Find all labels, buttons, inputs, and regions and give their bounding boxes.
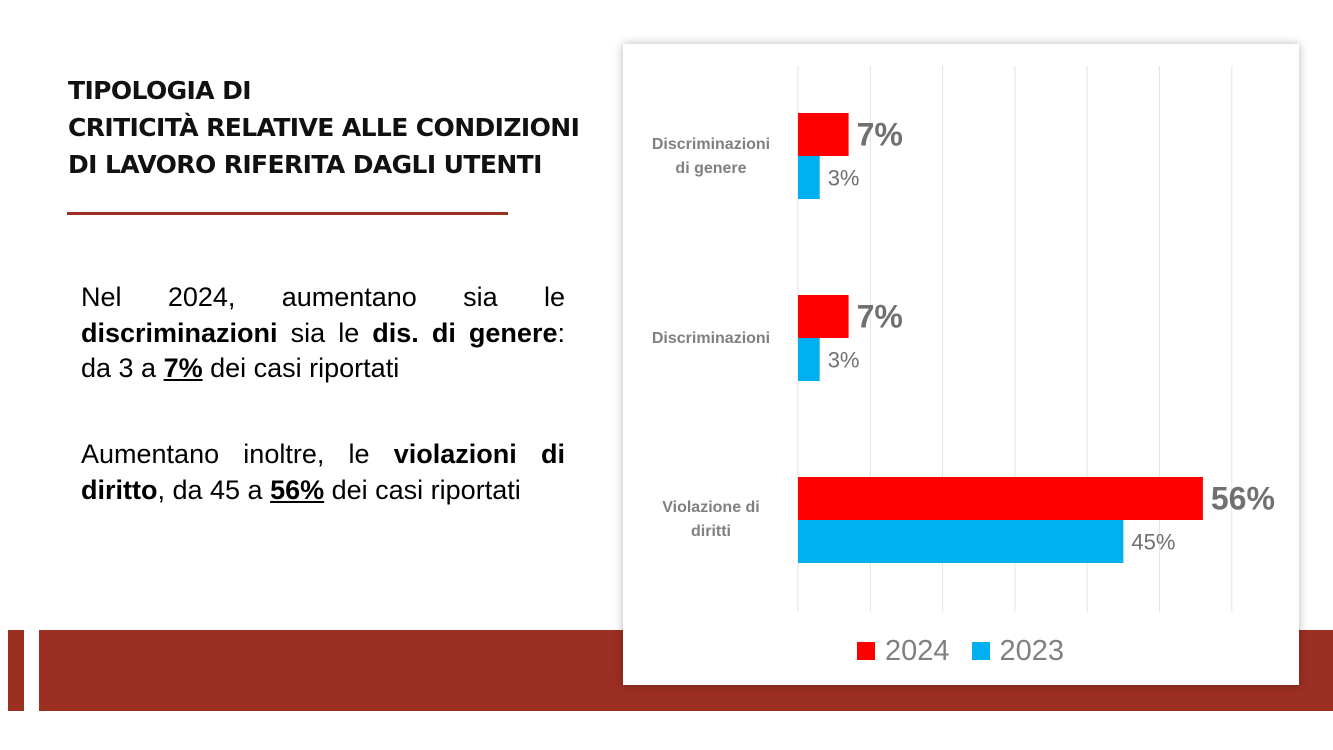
slide-title-line: CRITICITÀ RELATIVE ALLE CONDIZIONI: [68, 113, 580, 142]
category-label-discriminazioni: Discriminazioni: [636, 327, 786, 351]
title-underline-rule: [67, 212, 508, 215]
slide-title-line: TIPOLOGIA DI: [68, 76, 252, 105]
category-label-line: Violazione di: [662, 499, 760, 516]
legend-swatch-2024: [857, 642, 875, 660]
bold-text-run: violazioni di diritto: [81, 439, 565, 505]
chart-legend: 2024 2023: [857, 633, 1064, 669]
category-label-line: Discriminazioni: [651, 136, 771, 153]
bold-text-run: dis. di genere: [372, 317, 558, 348]
text-run: dei casi riportati: [202, 353, 400, 383]
bold-text-run: discriminazioni: [81, 317, 278, 348]
summary-paragraph-2: Aumentano inoltre, le violazioni di diri…: [81, 437, 565, 508]
underlined-value: 56%: [270, 474, 325, 505]
data-label-2024: 7%: [857, 299, 903, 335]
text-run: : da 3 a: [81, 317, 565, 384]
chart-card: 7% 3% 7% 3% 56% 45% Discriminazioni di genere…: [623, 44, 1299, 685]
category-label-violazione-di-diritti: Violazione di diritti: [636, 496, 786, 544]
slide-title-line: DI LAVORO RIFERITA DAGLI UTENTI: [68, 150, 542, 179]
data-label-2023: 45%: [1131, 530, 1175, 555]
category-label-line: Discriminazioni: [651, 330, 771, 347]
legend-item-2024: 2024: [857, 635, 950, 668]
text-run: , da 45 a: [157, 474, 271, 505]
bar-2023: [798, 156, 820, 199]
legend-label-2023: 2023: [999, 634, 1065, 667]
bar-chart: 7% 3% 7% 3% 56% 45%: [797, 66, 1275, 612]
legend-swatch-2023: [971, 642, 990, 660]
category-label-line: diritti: [691, 523, 731, 540]
legend-label-2024: 2024: [885, 634, 950, 667]
data-label-2023: 3%: [828, 166, 860, 191]
category-label-line: di genere: [675, 160, 747, 177]
text-run: Aumentano inoltre, le: [81, 439, 394, 469]
text-run: Nel 2024, aumentano sia le: [81, 282, 565, 312]
accent-band-left: [8, 630, 24, 711]
text-run: sia le: [277, 317, 373, 348]
bar-2024: [798, 477, 1203, 520]
bar-2024: [798, 295, 849, 338]
bar-2024: [798, 113, 849, 156]
category-label-discriminazioni-di-genere: Discriminazioni di genere: [636, 133, 786, 181]
underlined-value: 7%: [163, 353, 203, 383]
slide-title: TIPOLOGIA DI CRITICITÀ RELATIVE ALLE CON…: [68, 72, 628, 183]
summary-paragraph-1: Nel 2024, aumentano sia le discriminazio…: [81, 280, 565, 387]
text-run: dei casi riportati: [324, 474, 521, 505]
bar-2023: [798, 338, 820, 381]
bar-2023: [798, 520, 1124, 563]
data-label-2024: 56%: [1211, 481, 1275, 517]
data-label-2024: 7%: [857, 117, 903, 153]
data-label-2023: 3%: [828, 348, 860, 373]
legend-item-2023: 2023: [971, 634, 1065, 668]
